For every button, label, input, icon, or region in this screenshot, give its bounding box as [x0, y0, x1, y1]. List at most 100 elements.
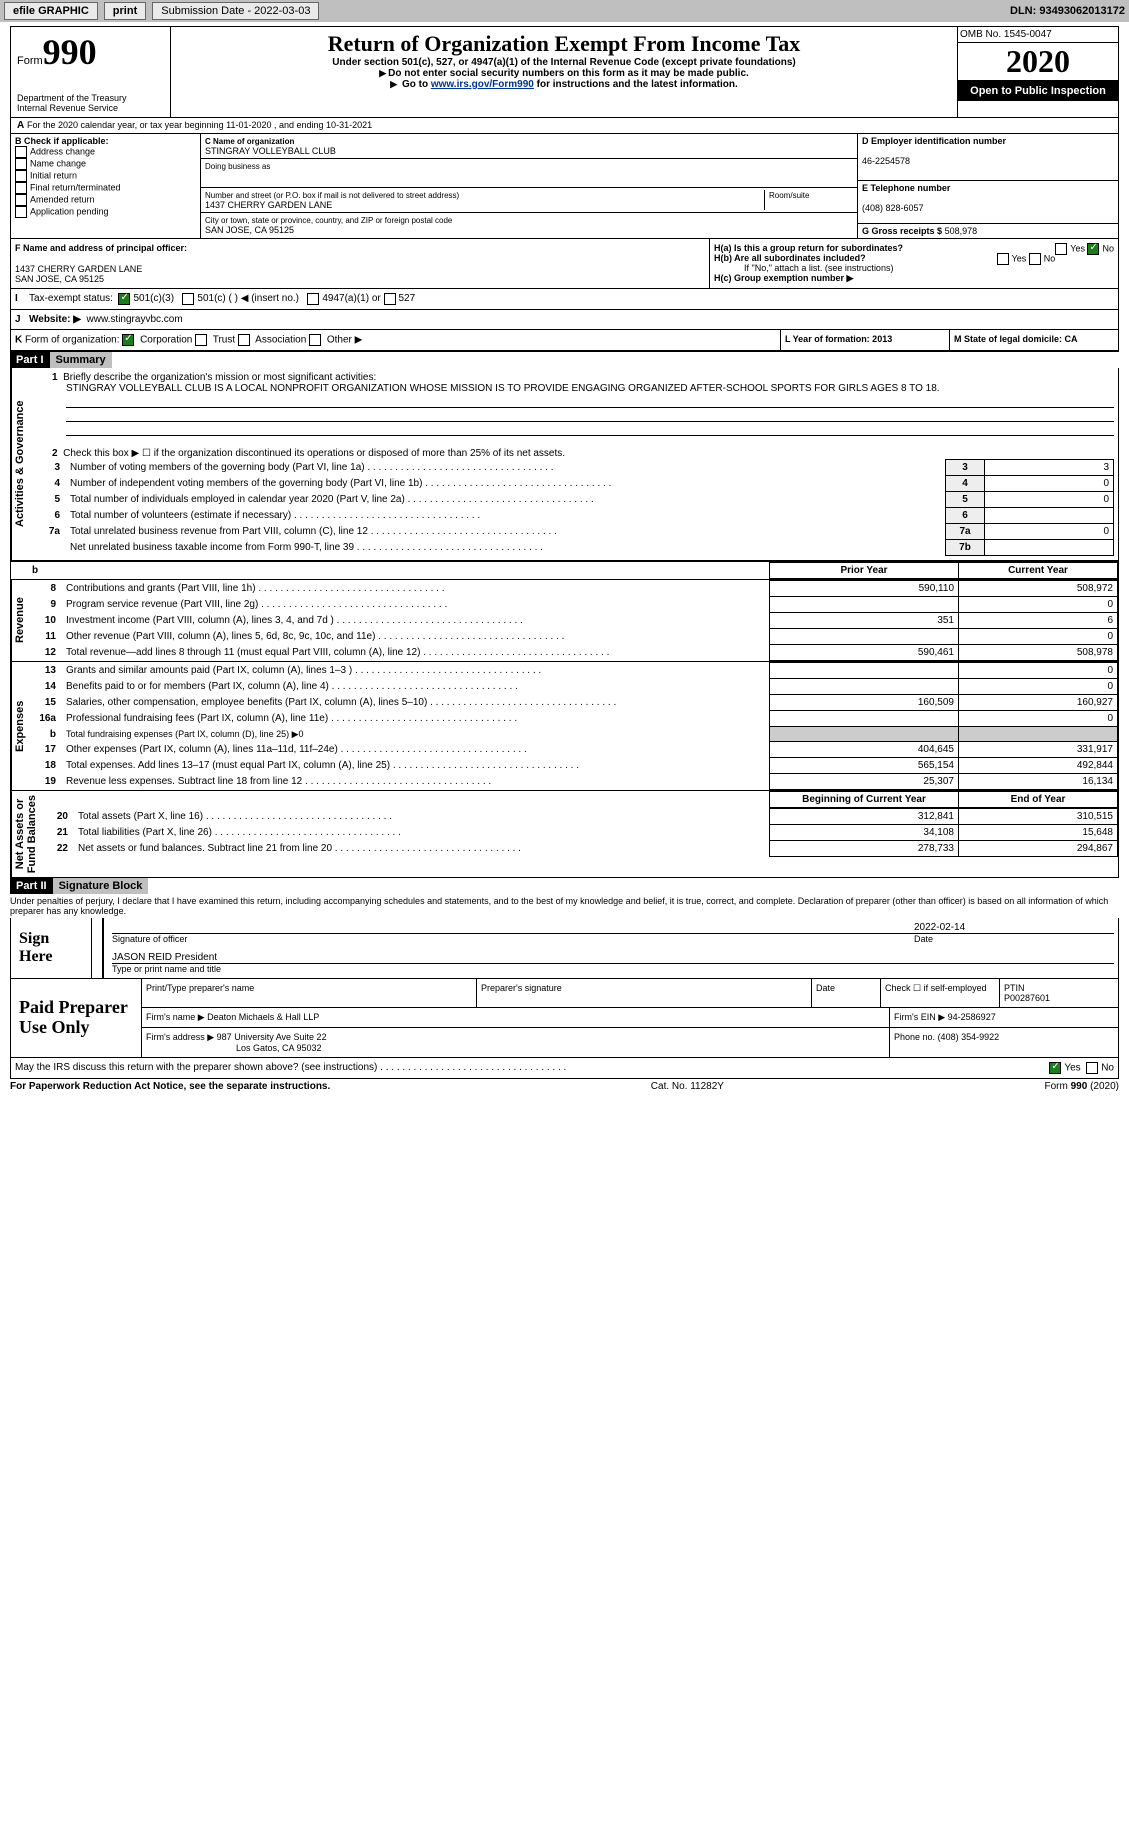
- subtitle-1: Under section 501(c), 527, or 4947(a)(1)…: [177, 57, 951, 68]
- boxb-check[interactable]: [15, 158, 27, 170]
- data-line: 16aProfessional fundraising fees (Part I…: [28, 711, 1118, 727]
- firm-name: Deaton Michaels & Hall LLP: [207, 1012, 319, 1022]
- k-o2: Trust: [213, 335, 235, 346]
- self-employed: Check ☐ if self-employed: [881, 979, 1000, 1007]
- line2-text: Check this box ▶ ☐ if the organization d…: [63, 448, 565, 459]
- firm-addr-label: Firm's address ▶: [146, 1032, 214, 1042]
- ha-no[interactable]: [1087, 243, 1099, 255]
- boxb-check[interactable]: [15, 206, 27, 218]
- i-501c[interactable]: [182, 293, 194, 305]
- officer-name: JASON REID President: [112, 952, 1114, 964]
- ha-yes[interactable]: [1055, 243, 1067, 255]
- irs-label: Internal Revenue Service: [17, 103, 164, 113]
- website-value: www.stingrayvbc.com: [87, 314, 183, 325]
- discuss-yes[interactable]: [1049, 1062, 1061, 1074]
- firm-addr: 987 University Ave Suite 22: [217, 1032, 327, 1042]
- phone-label: E Telephone number: [862, 183, 950, 193]
- k-o1: Corporation: [140, 335, 192, 346]
- boxb-opt: Amended return: [15, 194, 196, 206]
- i-4947[interactable]: [307, 293, 319, 305]
- summary-line: 5Total number of individuals employed in…: [32, 492, 1114, 508]
- data-line: 12Total revenue—add lines 8 through 11 (…: [28, 645, 1118, 661]
- k-assoc[interactable]: [238, 334, 250, 346]
- part1-header: Part ISummary: [10, 351, 1119, 368]
- declaration: Under penalties of perjury, I declare th…: [10, 894, 1119, 918]
- boxb-opt: Address change: [15, 146, 196, 158]
- header-info-grid: B Check if applicable: Address changeNam…: [10, 134, 1119, 239]
- vert-exp: Expenses: [11, 662, 28, 790]
- boxb-opt: Final return/terminated: [15, 182, 196, 194]
- data-line: 9Program service revenue (Part VIII, lin…: [28, 597, 1118, 613]
- topbar: efile GRAPHIC print Submission Date - 20…: [0, 0, 1129, 22]
- summary-line: 6Total number of volunteers (estimate if…: [32, 508, 1114, 524]
- ein-value: 46-2254578: [862, 156, 910, 166]
- summary-line: 4Number of independent voting members of…: [32, 476, 1114, 492]
- hb-no[interactable]: [1029, 253, 1041, 265]
- netassets-header: Net Assets or Fund Balances Beginning of…: [10, 791, 1119, 878]
- expenses-section: Expenses 13Grants and similar amounts pa…: [10, 662, 1119, 791]
- boxb-opt: Initial return: [15, 170, 196, 182]
- i-label: I: [15, 293, 29, 305]
- k-trust[interactable]: [195, 334, 207, 346]
- phone-value: (408) 828-6057: [862, 203, 924, 213]
- boxb-check[interactable]: [15, 182, 27, 194]
- i-501c3[interactable]: [118, 293, 130, 305]
- data-line: 13Grants and similar amounts paid (Part …: [28, 663, 1118, 679]
- k-label: K: [15, 335, 22, 346]
- row-j: J Website: ▶ www.stingrayvbc.com: [10, 310, 1119, 330]
- boxb-check[interactable]: [15, 194, 27, 206]
- i-o1: 501(c)(3): [133, 293, 174, 305]
- current-year-header: Current Year: [959, 563, 1118, 579]
- data-line: 17Other expenses (Part IX, column (A), l…: [28, 742, 1118, 758]
- footer-mid: Cat. No. 11282Y: [651, 1081, 724, 1092]
- row-klm: K Form of organization: Corporation Trus…: [10, 330, 1119, 351]
- sign-here: Sign Here 2022-02-14 Signature of office…: [10, 918, 1119, 979]
- name-label: Type or print name and title: [112, 964, 1114, 974]
- officer-addr2: SAN JOSE, CA 95125: [15, 274, 705, 284]
- box-deg: D Employer identification number 46-22545…: [858, 134, 1118, 238]
- row-a: A For the 2020 calendar year, or tax yea…: [10, 118, 1119, 134]
- form-footer: For Paperwork Reduction Act Notice, see …: [10, 1079, 1119, 1094]
- goto-pre: Go to: [402, 79, 431, 90]
- print-button[interactable]: print: [104, 2, 146, 20]
- form-title: Return of Organization Exempt From Incom…: [177, 31, 951, 57]
- boxb-check[interactable]: [15, 170, 27, 182]
- data-line: bTotal fundraising expenses (Part IX, co…: [28, 727, 1118, 742]
- k-o4: Other ▶: [327, 335, 362, 346]
- row-a-label: A: [17, 120, 24, 131]
- footer-left: For Paperwork Reduction Act Notice, see …: [10, 1081, 330, 1092]
- firm-ein: 94-2586927: [948, 1012, 996, 1022]
- k-other[interactable]: [309, 334, 321, 346]
- discuss-no-label: No: [1101, 1063, 1114, 1074]
- firm-phone-label: Phone no.: [894, 1032, 935, 1042]
- i-527[interactable]: [384, 293, 396, 305]
- data-line: 21Total liabilities (Part X, line 26)34,…: [40, 825, 1118, 841]
- gross-value: 508,978: [945, 226, 978, 236]
- part2-title: Signature Block: [53, 878, 149, 894]
- boxb-opt: Application pending: [15, 206, 196, 218]
- revenue-section: Revenue 8Contributions and grants (Part …: [10, 580, 1119, 662]
- ein-label: D Employer identification number: [862, 136, 1006, 146]
- boxb-opt: Name change: [15, 158, 196, 170]
- discuss-no[interactable]: [1086, 1062, 1098, 1074]
- i-o4: 527: [399, 293, 416, 305]
- hc-label: H(c) Group exemption number ▶: [714, 273, 853, 283]
- dba-label: Doing business as: [205, 162, 270, 171]
- boxb-check[interactable]: [15, 146, 27, 158]
- data-line: 18Total expenses. Add lines 13–17 (must …: [28, 758, 1118, 774]
- gross-label: G Gross receipts $: [862, 226, 942, 236]
- footer-right: Form 990 (2020): [1045, 1081, 1120, 1092]
- firm-ein-label: Firm's EIN ▶: [894, 1012, 945, 1022]
- data-line: 8Contributions and grants (Part VIII, li…: [28, 581, 1118, 597]
- k-corp[interactable]: [122, 334, 134, 346]
- j-text: Website: ▶: [29, 314, 81, 325]
- hb-yes[interactable]: [997, 253, 1009, 265]
- two-col-header-b: b bPrior YearCurrent Year: [10, 561, 1119, 580]
- submission-date: Submission Date - 2022-03-03: [152, 2, 319, 20]
- room-label: Room/suite: [769, 191, 809, 200]
- discuss-text: May the IRS discuss this return with the…: [15, 1062, 1049, 1074]
- prior-year-header: Prior Year: [770, 563, 959, 579]
- data-line: 10Investment income (Part VIII, column (…: [28, 613, 1118, 629]
- form990-link[interactable]: www.irs.gov/Form990: [431, 79, 534, 90]
- mission-text: STINGRAY VOLLEYBALL CLUB IS A LOCAL NONP…: [32, 383, 1114, 394]
